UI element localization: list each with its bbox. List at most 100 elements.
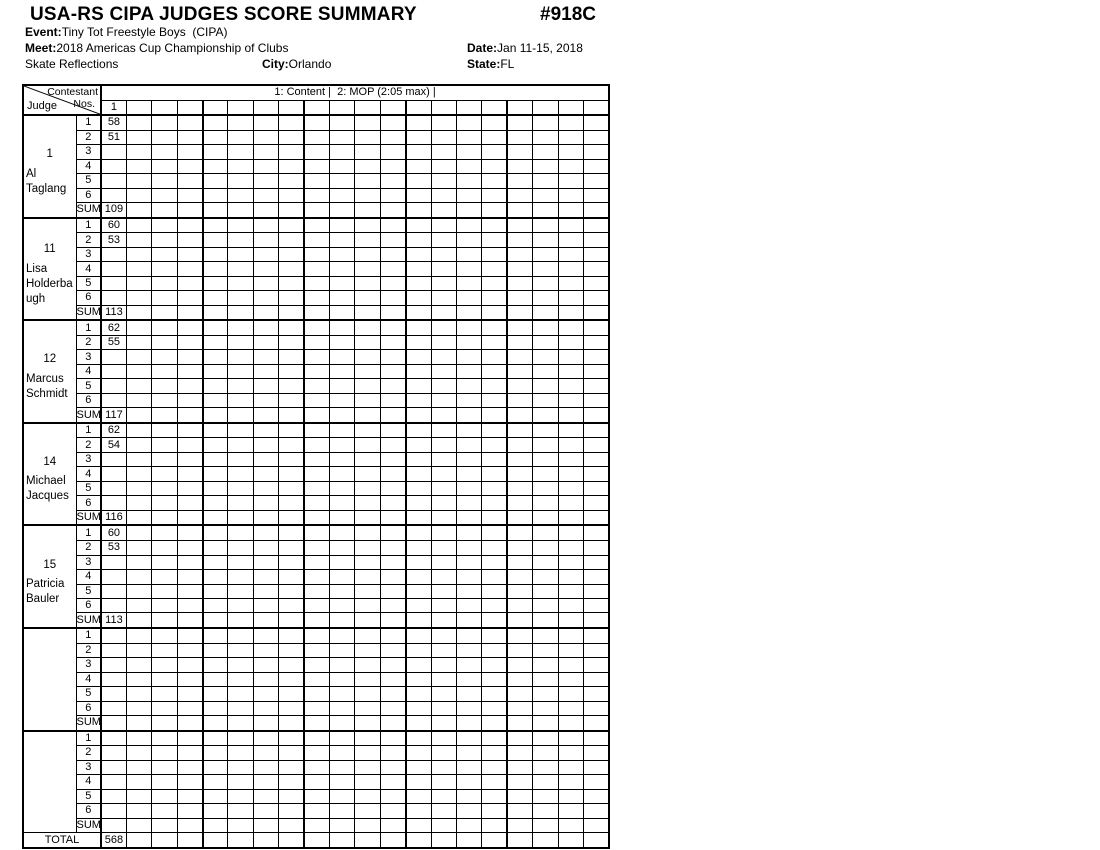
- score-cell: [227, 774, 254, 790]
- score-cell: [201, 319, 229, 336]
- score-cell: [404, 437, 432, 453]
- sum-cell: 116: [99, 509, 127, 526]
- score-cell: [151, 495, 178, 511]
- score-row: SUM: [23, 715, 610, 732]
- sum-cell: [455, 817, 483, 834]
- score-cell: [125, 349, 153, 365]
- score-cell: [278, 158, 305, 175]
- score-cell: [354, 363, 381, 380]
- score-cell: [481, 540, 508, 556]
- score-cell: [252, 216, 280, 234]
- score-cell: [278, 187, 305, 204]
- judge-name: Al Taglang: [26, 167, 67, 195]
- score-cell: [354, 421, 381, 439]
- score-cell: 53: [99, 540, 127, 556]
- score-cell: 60: [99, 524, 127, 542]
- sum-cell: [481, 612, 508, 629]
- score-cell: [582, 568, 610, 585]
- score-cell: [455, 554, 483, 571]
- score-cell: [532, 114, 559, 131]
- score-cell: [201, 275, 229, 292]
- score-cell: [506, 627, 534, 644]
- score-cell: [151, 114, 178, 131]
- score-cell: [252, 729, 280, 747]
- score-cell: [303, 437, 331, 453]
- score-cell: [481, 759, 508, 776]
- score-cell: [532, 480, 559, 497]
- score-cell: [506, 290, 534, 306]
- score-cell: [252, 275, 280, 292]
- score-cell: [506, 686, 534, 702]
- sum-cell: [506, 202, 534, 219]
- score-row: 12 Marcus Schmidt 1 62: [22, 319, 610, 424]
- score-cell: [278, 568, 305, 585]
- score-cell: [125, 363, 153, 380]
- score-cell: [227, 144, 254, 160]
- score-cell: [227, 334, 254, 351]
- score-row: 4: [23, 363, 610, 380]
- score-cell: [201, 129, 229, 146]
- score-cell: [557, 129, 584, 146]
- score-cell: [506, 745, 534, 761]
- contestant-number-cell: [329, 99, 356, 116]
- score-cell: [430, 657, 457, 673]
- score-cell: [125, 729, 153, 747]
- score-cell: [201, 451, 229, 468]
- score-cell: [151, 627, 178, 644]
- score-cell: [404, 524, 432, 542]
- score-cell: [379, 319, 407, 336]
- score-cell: 51: [99, 129, 127, 146]
- sum-cell: [430, 407, 457, 424]
- sum-cell: [278, 407, 305, 424]
- score-cell: [532, 729, 559, 747]
- score-cell: [404, 363, 432, 380]
- score-cell: [354, 627, 381, 644]
- score-cell: [99, 597, 127, 614]
- judge-name: Michael Jacques: [26, 475, 69, 503]
- score-cell: [252, 627, 280, 644]
- score-cell: [455, 671, 483, 688]
- sum-cell: [278, 817, 305, 834]
- score-cell: [455, 759, 483, 776]
- sum-cell: [379, 202, 407, 219]
- score-cell: [278, 334, 305, 351]
- sum-cell: [404, 509, 432, 526]
- sum-cell: [557, 304, 584, 321]
- score-cell: [557, 597, 584, 614]
- score-cell: [481, 671, 508, 688]
- score-cell: [582, 480, 610, 497]
- score-row: 3: [23, 349, 610, 365]
- score-cell: [176, 144, 204, 160]
- score-cell: [379, 187, 407, 204]
- total-cell: [481, 832, 508, 849]
- score-cell: [404, 597, 432, 614]
- score-cell: [151, 642, 178, 659]
- score-cell: [201, 788, 229, 805]
- sum-cell: [99, 817, 127, 834]
- score-cell: [379, 349, 407, 365]
- score-cell: [99, 759, 127, 776]
- score-cell: [227, 671, 254, 688]
- score-cell: [506, 349, 534, 365]
- score-cell: [303, 642, 331, 659]
- score-cell: [151, 774, 178, 790]
- score-cell: [379, 334, 407, 351]
- sum-cell: [201, 715, 229, 732]
- score-cell: [278, 392, 305, 409]
- score-cell: [151, 480, 178, 497]
- score-cell: [506, 129, 534, 146]
- score-cell: [252, 568, 280, 585]
- score-cell: [125, 480, 153, 497]
- score-cell: [379, 759, 407, 776]
- score-cell: [404, 686, 432, 702]
- sum-cell: [303, 304, 331, 321]
- score-cell: [278, 700, 305, 717]
- score-cell: [354, 657, 381, 673]
- score-cell: [557, 173, 584, 189]
- score-row: 3: [23, 451, 610, 468]
- score-cell: [151, 568, 178, 585]
- score-cell: [227, 129, 254, 146]
- score-cell: [252, 378, 280, 394]
- score-cell: [532, 583, 559, 600]
- score-cell: [481, 319, 508, 336]
